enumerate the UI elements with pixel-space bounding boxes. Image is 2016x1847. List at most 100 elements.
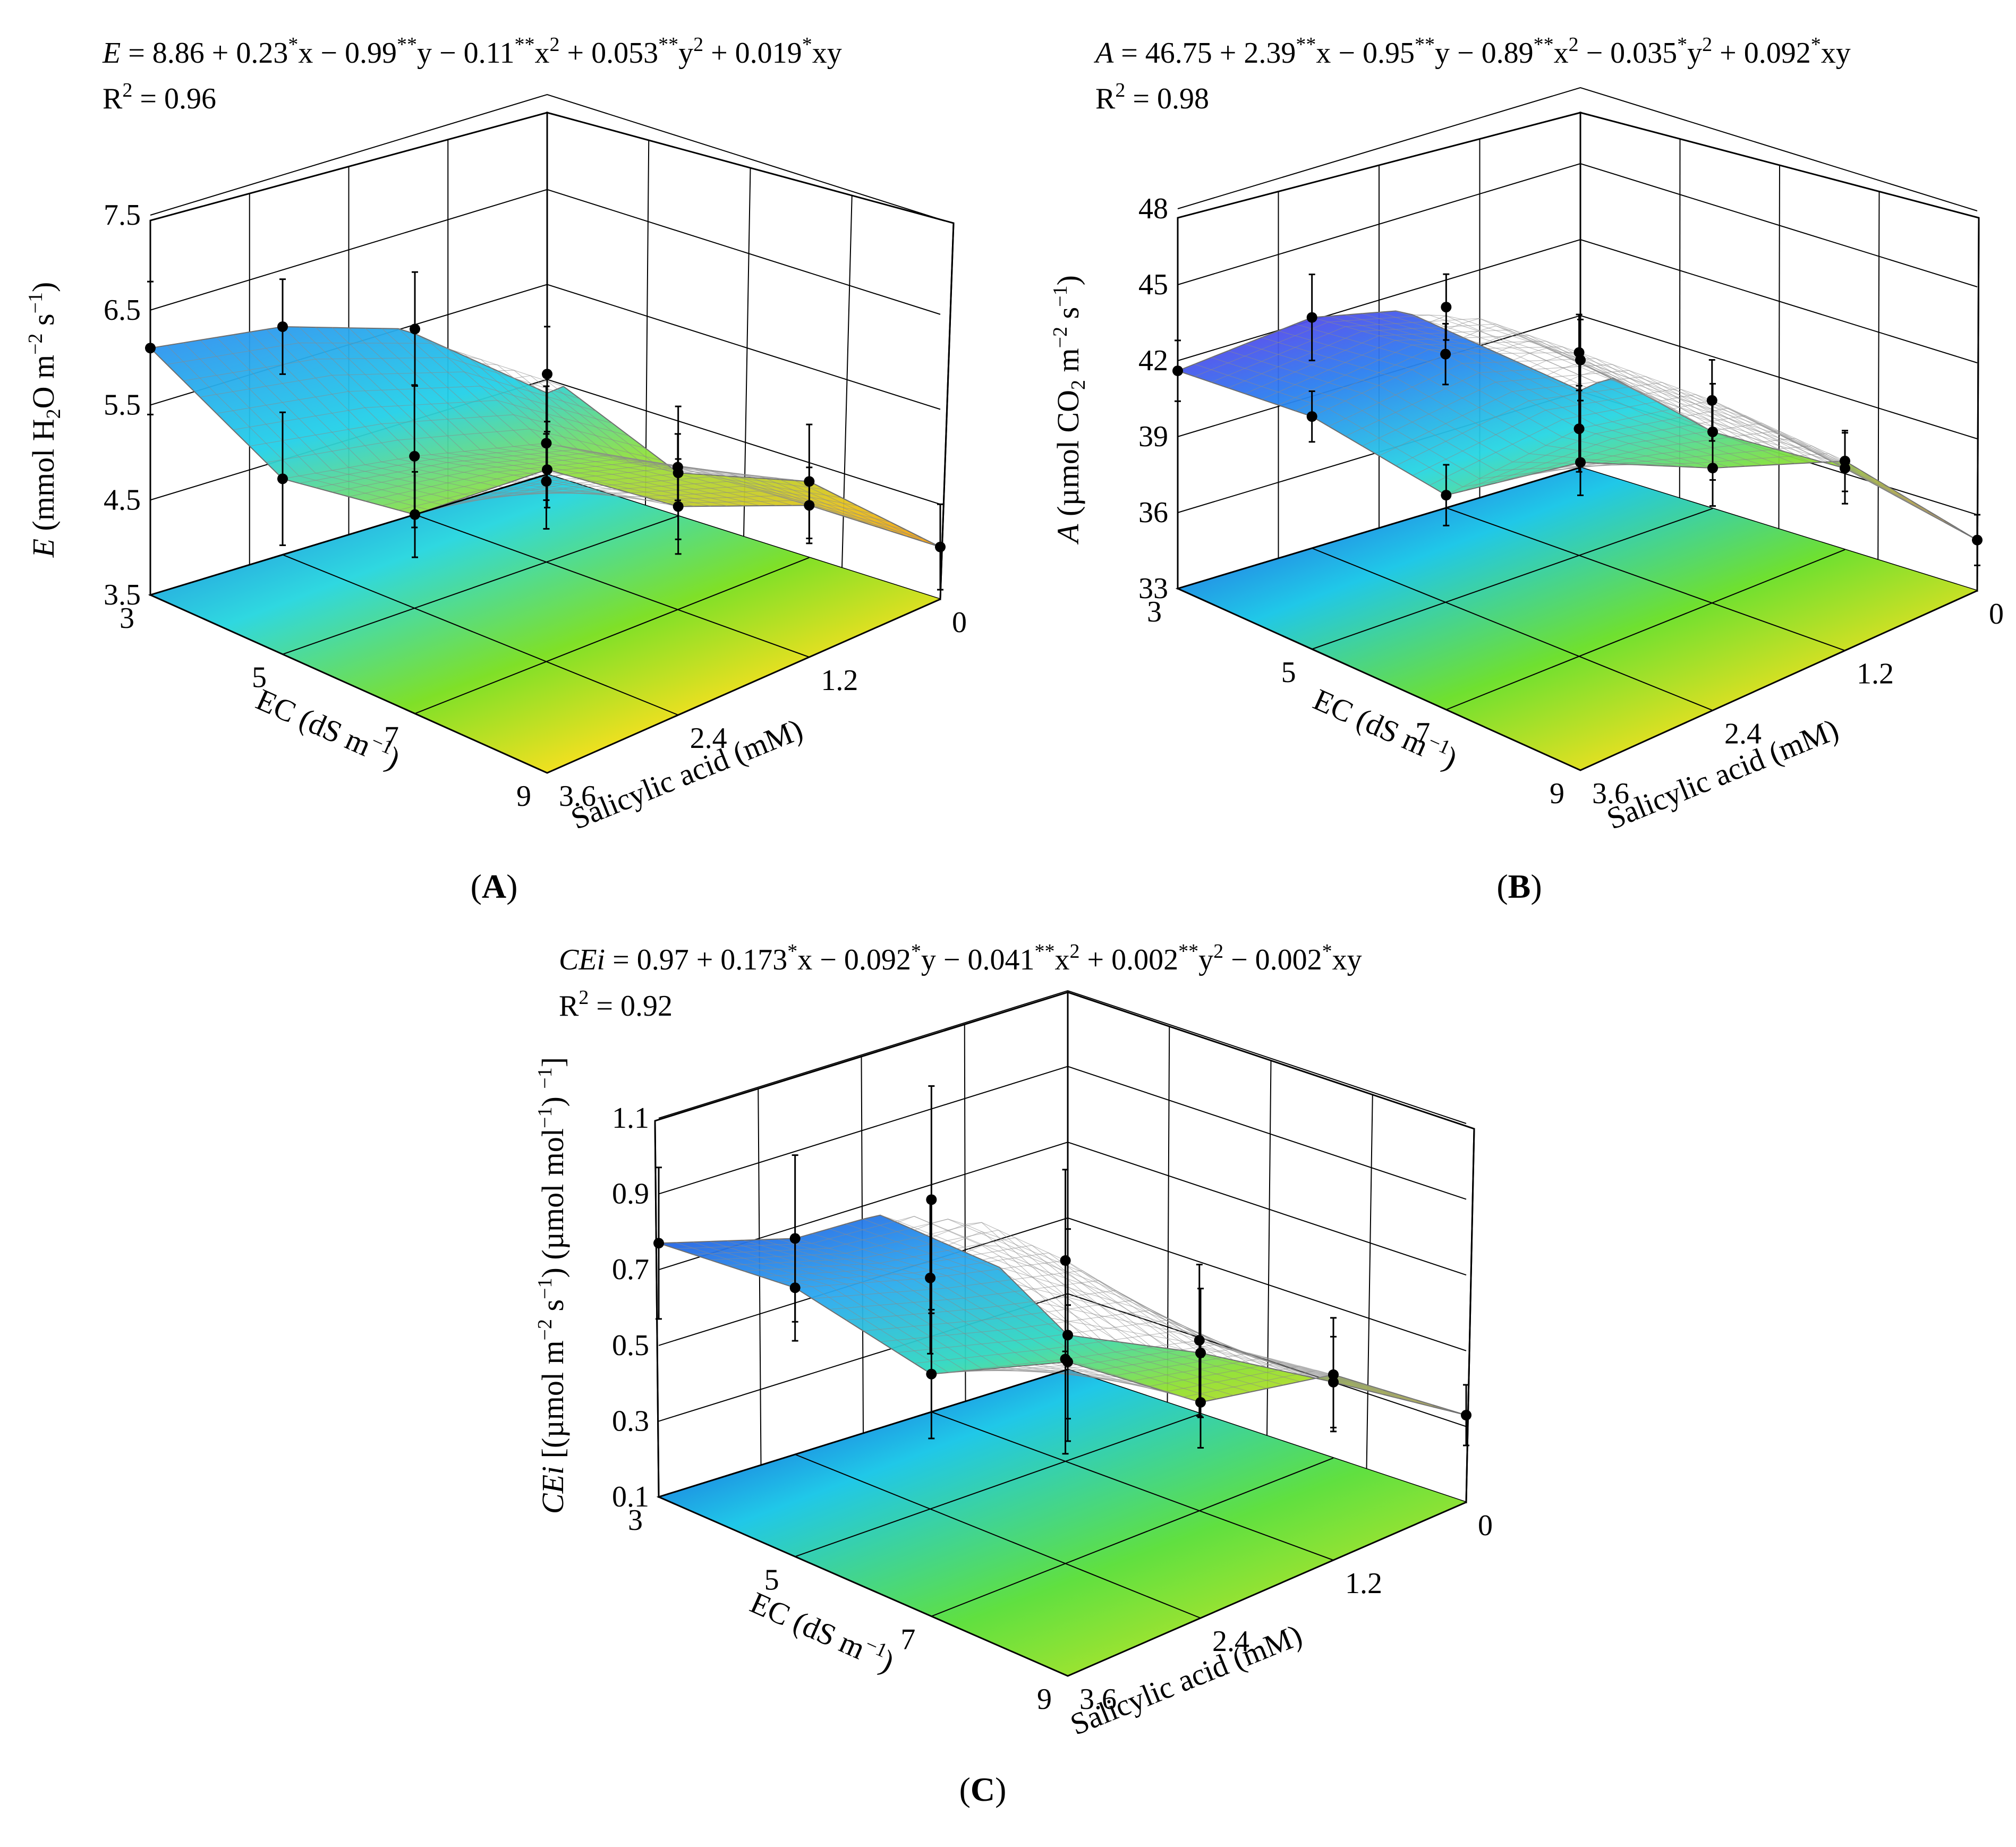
- floor-edges: [656, 1368, 1467, 1677]
- data-point: [410, 324, 420, 335]
- data-point: [1461, 1410, 1471, 1421]
- x-tick-label: 7: [384, 720, 399, 753]
- x-axis-label: EC (dS m−1): [745, 1584, 900, 1679]
- data-point: [925, 1272, 936, 1283]
- observed-point: [653, 1167, 664, 1320]
- z-tick-label: 33: [1138, 572, 1168, 605]
- data-point: [1840, 455, 1850, 466]
- observed-point: [1062, 1304, 1073, 1420]
- r-squared: R2 = 0.92: [559, 986, 673, 1023]
- observed-point: [1195, 1356, 1206, 1449]
- z-tick-label: 36: [1138, 496, 1168, 529]
- x-tick-label: 5: [1281, 656, 1296, 689]
- observed-point: [1306, 274, 1317, 362]
- data-point: [1060, 1255, 1071, 1266]
- data-point: [673, 501, 684, 512]
- observed-point: [1972, 514, 1983, 566]
- z-axis-label: E (mmol H2O m−2 s−1): [24, 282, 65, 558]
- data-point: [145, 343, 156, 354]
- observed-points: [653, 1085, 1471, 1455]
- z-tick-label: 42: [1138, 344, 1168, 377]
- observed-points: [1172, 273, 1983, 566]
- observed-point: [410, 271, 420, 387]
- y-tick-label: 2.4: [690, 722, 727, 755]
- observed-point: [1573, 313, 1585, 391]
- observed-point: [1706, 359, 1717, 442]
- z-axis-label: CEi [(µmol m−2 s−1) (µmol mol−1) −1]: [534, 1057, 570, 1514]
- regression-equation: E = 8.86 + 0.23*x − 0.99**y − 0.11**x2 +…: [102, 33, 842, 70]
- data-point: [1172, 365, 1183, 377]
- response-surface: [658, 1214, 1467, 1416]
- regression-equation: CEi = 0.97 + 0.173*x − 0.092*y − 0.041**…: [559, 940, 1362, 976]
- z-tick-label: 1.1: [612, 1102, 649, 1135]
- z-tick-label: 0.3: [612, 1405, 649, 1437]
- data-point: [542, 369, 552, 380]
- data-point: [1707, 463, 1718, 474]
- y-tick-label: 0: [1478, 1509, 1493, 1542]
- observed-point: [542, 431, 552, 509]
- observed-point: [1328, 1317, 1339, 1433]
- x-tick-label: 9: [1550, 777, 1564, 810]
- x-tick-label: 9: [1037, 1683, 1052, 1716]
- z-tick-label: 0.1: [612, 1480, 649, 1513]
- data-point: [1972, 534, 1983, 546]
- panel-label: (A): [471, 867, 518, 905]
- z-axis-line: [654, 1120, 660, 1497]
- y-tick-label: 3.6: [1592, 777, 1629, 810]
- observed-point: [277, 411, 288, 546]
- data-point: [410, 509, 420, 520]
- y-tick-label: 2.4: [1212, 1625, 1249, 1658]
- z-tick-label: 0.7: [612, 1253, 649, 1286]
- z-tick-label: 0.9: [612, 1178, 649, 1211]
- data-point: [1306, 411, 1317, 422]
- z-tick-label: 5.5: [104, 389, 141, 422]
- y-tick-label: 3.6: [559, 780, 596, 813]
- data-point: [541, 476, 552, 487]
- x-tick-label: 5: [764, 1563, 779, 1596]
- x-tick-label: 9: [516, 780, 531, 813]
- y-tick-label: 3.6: [1079, 1683, 1117, 1716]
- y-tick-label: 1.2: [821, 664, 858, 697]
- observed-point: [1840, 430, 1850, 492]
- x-tick-label: 3: [628, 1504, 643, 1537]
- z-axis-label: A (µmol CO2 m−2 s−1): [1049, 275, 1090, 545]
- observed-point: [410, 471, 420, 558]
- observed-point: [1306, 390, 1317, 443]
- data-point: [1441, 490, 1452, 501]
- observed-point: [925, 1201, 936, 1355]
- observed-point: [935, 503, 946, 591]
- y-tick-label: 0: [1989, 598, 2004, 631]
- observed-point: [1440, 322, 1451, 386]
- observed-points: [145, 271, 946, 591]
- data-point: [542, 464, 552, 475]
- wall-gridline: [1177, 87, 1978, 211]
- data-point: [1062, 1356, 1073, 1367]
- r-squared: R2 = 0.98: [1095, 79, 1209, 115]
- z-tick-label: 0.5: [612, 1329, 649, 1362]
- z-tick-label: 6.5: [104, 294, 141, 327]
- observed-point: [1707, 429, 1718, 507]
- z-tick-label: 39: [1138, 420, 1168, 453]
- data-point: [926, 1194, 937, 1205]
- data-point: [935, 541, 946, 552]
- data-point: [1440, 348, 1451, 360]
- observed-point: [1461, 1384, 1471, 1446]
- data-point: [1194, 1335, 1205, 1346]
- data-point: [409, 450, 420, 462]
- observed-point: [789, 1233, 801, 1342]
- data-point: [1328, 1369, 1339, 1380]
- observed-point: [926, 1308, 937, 1440]
- observed-point: [145, 280, 156, 415]
- observed-point: [1194, 1264, 1205, 1417]
- y-tick-label: 1.2: [1857, 658, 1894, 691]
- panel-c: 0.1 0.3 0.5 0.7 0.9 1.1 3 5 7 9 0 1.2 2.4 3.6 EC (dS m…: [534, 940, 1493, 1808]
- z-tick-label: 4.5: [104, 483, 141, 516]
- data-point: [926, 1368, 937, 1380]
- observed-point: [1172, 339, 1183, 402]
- data-point: [1575, 457, 1586, 468]
- y-tick-label: 2.4: [1724, 717, 1762, 750]
- data-point: [789, 1282, 801, 1293]
- floor-contour: [659, 1369, 1466, 1676]
